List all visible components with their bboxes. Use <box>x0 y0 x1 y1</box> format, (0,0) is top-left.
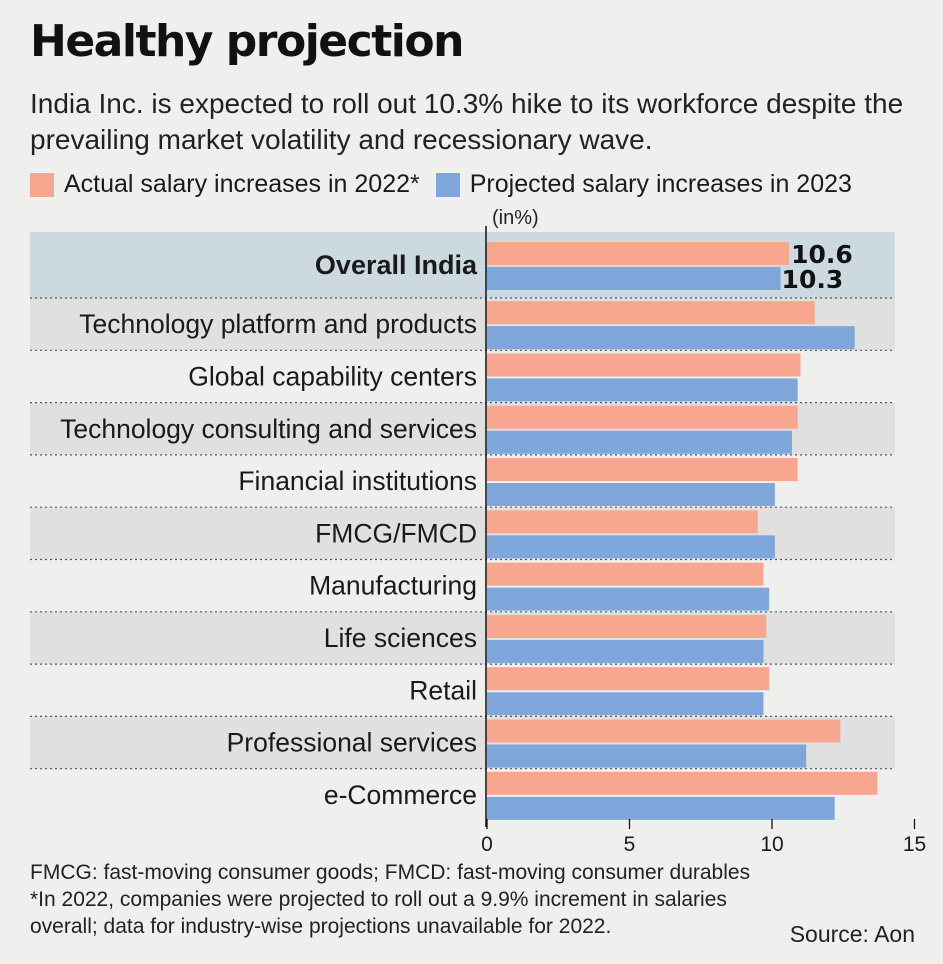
footnote-line-2: *In 2022, companies were projected to ro… <box>30 888 727 938</box>
footnote-line-1: FMCG: fast-moving consumer goods; FMCD: … <box>30 861 751 884</box>
bar-actual-2022 <box>487 562 764 586</box>
bar-projected-2023 <box>487 744 807 768</box>
legend-swatch-projected <box>435 172 460 197</box>
bar-projected-2023 <box>487 587 770 611</box>
category-label: Professional services <box>227 728 477 758</box>
bar-projected-2023 <box>487 483 775 507</box>
x-tick-label: 15 <box>903 833 926 856</box>
footnote: FMCG: fast-moving consumer goods; FMCD: … <box>30 859 910 940</box>
bar-projected-2023 <box>487 692 764 716</box>
bar-actual-2022 <box>487 353 801 377</box>
bar-projected-2023 <box>487 430 792 454</box>
chart-subtitle: India Inc. is expected to roll out 10.3%… <box>30 88 904 155</box>
bar-actual-2022 <box>487 667 770 691</box>
category-label: Manufacturing <box>309 571 477 601</box>
legend-item-actual: Actual salary increases in 2022* <box>30 170 420 199</box>
category-label: Life sciences <box>324 623 477 653</box>
category-label: Financial institutions <box>238 466 477 496</box>
category-label: Overall India <box>315 250 478 280</box>
legend: Actual salary increases in 2022* Project… <box>30 170 852 199</box>
bar-projected-2023 <box>487 796 835 820</box>
bar-actual-2022 <box>487 458 798 482</box>
bar-projected-2023 <box>487 639 764 663</box>
legend-swatch-actual <box>30 172 54 197</box>
category-label: e-Commerce <box>324 780 477 810</box>
category-label: Global capability centers <box>188 361 477 391</box>
bar-actual-2022 <box>487 719 841 743</box>
legend-label-projected: Projected salary increases in 2023 <box>469 170 852 198</box>
x-tick-label: 10 <box>760 833 783 856</box>
bar-projected-2023 <box>487 326 855 350</box>
chart-title: Healthy projection <box>30 16 464 67</box>
bar-projected-2023 <box>487 378 798 402</box>
bar-actual-2022 <box>487 614 767 638</box>
bar-projected-2023 <box>487 535 775 559</box>
bar-actual-2022 <box>487 405 798 429</box>
source-label: Source: Aon <box>789 921 915 947</box>
x-tick-label: 5 <box>624 833 636 856</box>
category-label: Technology consulting and services <box>60 414 477 444</box>
bar-actual-2022 <box>487 510 758 534</box>
bar-actual-2022 <box>487 301 815 325</box>
bar-projected-2023 <box>487 267 781 290</box>
legend-label-actual: Actual salary increases in 2022* <box>64 170 420 198</box>
x-tick-label: 0 <box>481 833 493 856</box>
category-label: Technology platform and products <box>79 309 477 339</box>
bar-actual-2022 <box>487 242 790 265</box>
category-label: Retail <box>409 675 477 705</box>
data-label-actual: 10.6 <box>791 240 853 269</box>
unit-label: (in%) <box>492 207 539 229</box>
data-label-projected: 10.3 <box>782 265 844 294</box>
bar-actual-2022 <box>487 771 878 795</box>
legend-item-projected: Projected salary increases in 2023 <box>435 170 852 199</box>
category-label: FMCG/FMCD <box>315 518 477 548</box>
